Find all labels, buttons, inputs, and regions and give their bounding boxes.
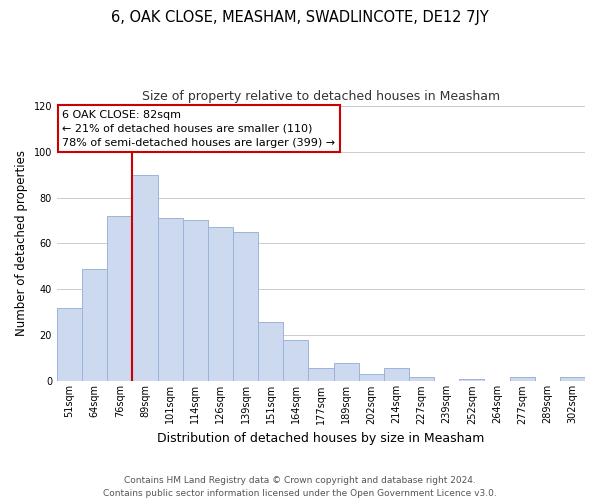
Bar [359,374,384,382]
Text: 6, OAK CLOSE, MEASHAM, SWADLINCOTE, DE12 7JY: 6, OAK CLOSE, MEASHAM, SWADLINCOTE, DE12… [111,10,489,25]
Bar [107,216,133,382]
Text: Contains HM Land Registry data © Crown copyright and database right 2024.
Contai: Contains HM Land Registry data © Crown c… [103,476,497,498]
Bar [258,322,283,382]
Bar [57,308,82,382]
Bar [334,363,359,382]
Bar [308,368,334,382]
Bar [560,377,585,382]
Bar [409,377,434,382]
Bar [283,340,308,382]
Bar [82,269,107,382]
Bar [182,220,208,382]
X-axis label: Distribution of detached houses by size in Measham: Distribution of detached houses by size … [157,432,485,445]
Bar [459,379,484,382]
Bar [158,218,182,382]
Bar [509,377,535,382]
Y-axis label: Number of detached properties: Number of detached properties [15,150,28,336]
Text: 6 OAK CLOSE: 82sqm
← 21% of detached houses are smaller (110)
78% of semi-detach: 6 OAK CLOSE: 82sqm ← 21% of detached hou… [62,110,335,148]
Bar [384,368,409,382]
Bar [208,228,233,382]
Bar [233,232,258,382]
Bar [133,174,158,382]
Title: Size of property relative to detached houses in Measham: Size of property relative to detached ho… [142,90,500,103]
